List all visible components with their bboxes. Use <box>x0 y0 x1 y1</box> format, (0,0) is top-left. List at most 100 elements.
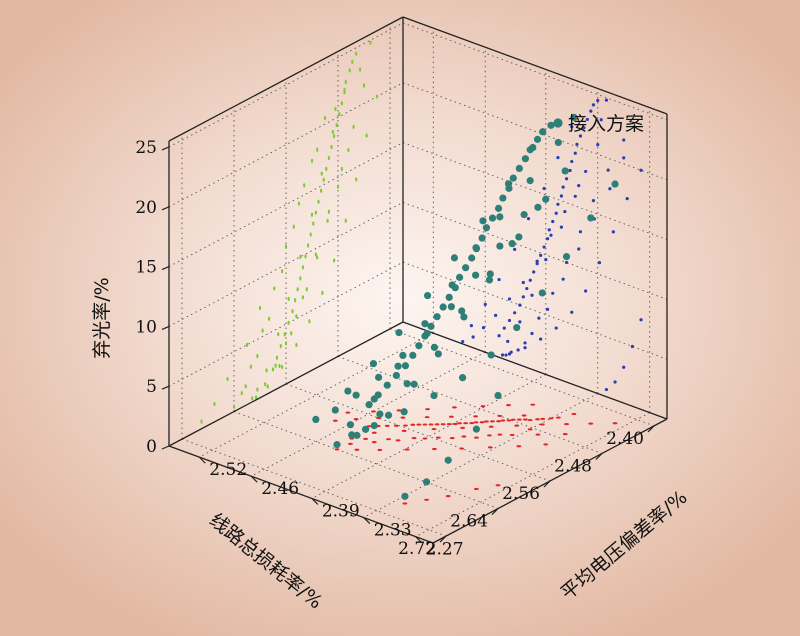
data-point <box>486 270 494 278</box>
projection-yz <box>554 326 558 330</box>
projection-xy <box>460 426 466 429</box>
projection-yz <box>639 168 643 172</box>
projection-xy <box>562 432 568 436</box>
projection-xz <box>314 252 317 257</box>
projection-yz <box>483 302 487 306</box>
projection-xz <box>258 305 262 311</box>
projection-yz <box>525 286 529 291</box>
data-point <box>472 271 480 279</box>
projection-xz <box>226 377 229 382</box>
projection-xz <box>369 40 372 45</box>
projection-xz <box>299 254 302 259</box>
projection-yz <box>507 297 512 301</box>
projection-xy <box>371 431 377 434</box>
projection-xy <box>473 421 479 424</box>
projection-xz <box>336 184 340 189</box>
projection-yz <box>521 280 525 285</box>
projection-xz <box>261 328 264 333</box>
data-point <box>450 254 459 262</box>
projection-xy <box>334 448 340 451</box>
projection-xy <box>461 435 467 438</box>
data-point <box>570 113 578 121</box>
projection-yz <box>584 289 588 293</box>
data-point <box>554 138 562 147</box>
data-point <box>494 204 503 212</box>
z-tick-mark <box>161 445 170 450</box>
projection-yz <box>578 134 583 138</box>
data-point <box>352 391 360 399</box>
grid-line-x <box>181 438 447 537</box>
projection-xy <box>612 422 618 425</box>
projection-xy <box>422 423 428 426</box>
projection-xz <box>290 331 293 336</box>
data-point <box>508 240 516 248</box>
projection-xy <box>480 405 486 408</box>
projection-yz <box>604 98 609 102</box>
projection-yz <box>556 156 560 160</box>
projection-yz <box>502 326 506 330</box>
projection-yz <box>568 168 572 173</box>
data-point <box>400 408 408 416</box>
projection-xy <box>452 406 457 409</box>
projection-xz <box>278 363 281 369</box>
data-point <box>562 253 571 261</box>
data-point <box>538 289 546 297</box>
projection-xz <box>340 166 343 172</box>
projection-yz <box>545 307 550 311</box>
data-point <box>444 456 452 464</box>
grid-line-z <box>168 261 404 387</box>
projection-xz <box>274 363 277 368</box>
projection-xz <box>256 353 259 359</box>
data-point <box>361 425 370 433</box>
grid-line-z <box>402 142 668 241</box>
projection-yz <box>630 344 634 349</box>
projection-yz <box>591 103 596 107</box>
data-point <box>409 351 417 359</box>
projection-yz <box>542 245 546 249</box>
data-point <box>423 291 432 300</box>
data-point <box>376 410 384 418</box>
projection-yz <box>570 310 574 314</box>
projection-xz <box>281 364 284 370</box>
data-point <box>369 360 378 368</box>
projection-xz <box>307 243 310 248</box>
data-point <box>479 217 487 225</box>
tick-labels-layer: 0 5 10 15 20 25 2.40 2.48 2.56 2.64 2.722.27 2.33 2.… <box>135 138 644 560</box>
projection-xz <box>295 314 298 319</box>
projection-xz <box>244 384 247 389</box>
projection-yz <box>481 326 486 330</box>
projection-xy <box>384 424 390 427</box>
projection-xz <box>295 342 298 348</box>
projection-xz <box>344 79 347 85</box>
projection-yz <box>578 230 583 234</box>
projection-xy <box>506 404 511 407</box>
data-point <box>487 351 495 359</box>
data-point <box>542 195 550 203</box>
legend: 接入方案 <box>553 113 644 135</box>
projection-yz <box>596 143 600 147</box>
data-point <box>515 233 523 241</box>
projection-yz <box>526 217 531 221</box>
projection-yz <box>494 313 498 317</box>
projection-xz <box>359 67 362 72</box>
projection-yz <box>561 185 565 189</box>
y-axis-label: 平均电压偏差率/% <box>557 486 692 604</box>
projection-xz <box>251 396 254 401</box>
projection-xy <box>425 408 430 411</box>
projection-xy <box>488 425 494 428</box>
data-point <box>482 224 491 232</box>
projection-xy <box>431 427 437 431</box>
projection-yz <box>535 259 539 263</box>
projection-xy <box>496 420 501 423</box>
projection-xz <box>331 129 334 135</box>
projection-yz <box>561 277 565 281</box>
y-tick-label: 2.27 <box>426 540 464 560</box>
projection-xy <box>540 417 546 420</box>
projection-xy <box>479 421 485 424</box>
projection-xy <box>463 422 469 425</box>
projection-xy <box>377 448 383 452</box>
projection-yz <box>591 198 596 203</box>
projection-xz <box>308 319 311 324</box>
projection-xy <box>332 419 338 422</box>
data-point <box>521 155 530 163</box>
